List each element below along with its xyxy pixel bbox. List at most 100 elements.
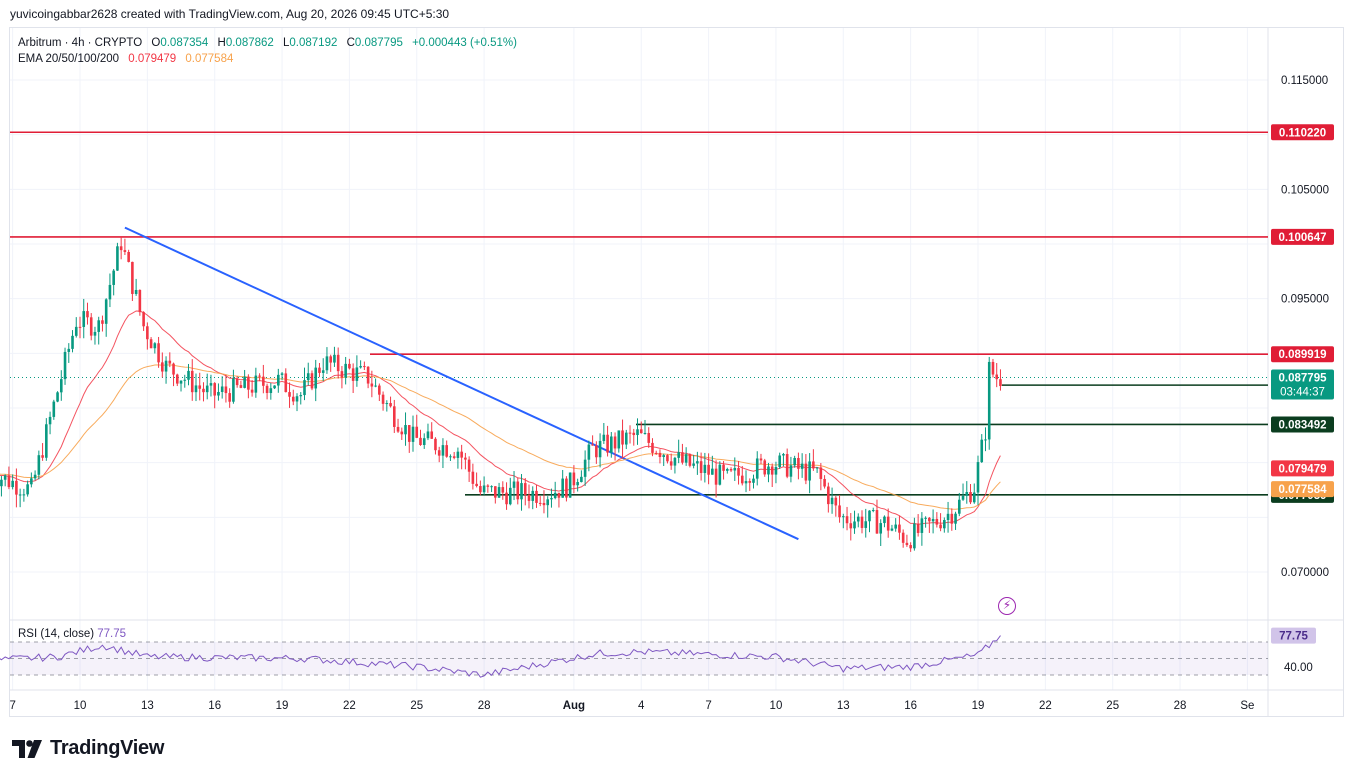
candle-body — [452, 456, 456, 458]
candle-body — [280, 373, 284, 375]
candle-body — [82, 311, 86, 327]
candle-body — [871, 510, 875, 512]
candle-body — [714, 468, 718, 485]
close-label: C — [346, 37, 355, 49]
candle-body — [744, 481, 748, 484]
candle-body — [138, 289, 142, 313]
candle-body — [995, 374, 999, 380]
candle-body — [284, 373, 288, 393]
candle-body — [277, 374, 280, 386]
candle-body — [33, 474, 37, 479]
candle-body — [815, 467, 819, 469]
candle-body — [628, 432, 632, 434]
candle-body — [78, 326, 82, 328]
candle-body — [475, 483, 478, 487]
rsi-label[interactable]: RSI (14, close) — [18, 628, 95, 640]
candle-body — [426, 431, 430, 439]
candle-body — [494, 486, 497, 498]
candle-body — [898, 524, 901, 533]
candle-body — [449, 456, 452, 458]
candle-body — [520, 483, 523, 500]
candle-body — [523, 483, 527, 495]
time-tick-label: 28 — [1174, 700, 1187, 712]
candle-body — [205, 385, 209, 393]
candle-body — [243, 376, 246, 388]
candle-body — [407, 425, 411, 442]
candle-body — [883, 516, 886, 524]
candle-body — [681, 452, 684, 463]
candle-body — [770, 466, 774, 475]
candle-body — [763, 460, 767, 475]
candle-body — [97, 320, 101, 332]
candle-body — [258, 375, 261, 377]
candle-body — [568, 472, 572, 498]
rsi-value-tag-bg — [1271, 627, 1316, 644]
ohlc-row: Arbitrum · 4h · CRYPTO O0.087354 H0.0878… — [18, 35, 517, 51]
candle-body — [460, 451, 463, 458]
time-tick-label: 19 — [276, 700, 289, 712]
grid — [10, 28, 1344, 717]
level-tag-0.083492-bg — [1271, 416, 1334, 433]
tradingview-logo-icon — [12, 739, 42, 758]
candle-body — [737, 468, 740, 476]
candle-body — [56, 392, 59, 402]
rsi-band — [10, 642, 1268, 675]
candle-body — [340, 371, 344, 378]
open-label: O — [151, 37, 161, 49]
candle-body — [928, 517, 931, 522]
candle-body — [321, 370, 325, 373]
candle-body — [610, 436, 613, 453]
candle-body — [224, 386, 228, 394]
time-tick-label: 4 — [638, 700, 645, 712]
close-value: 0.087795 — [354, 37, 403, 49]
candle-body — [819, 467, 823, 479]
candle-body — [617, 430, 621, 449]
time-tick-label: 16 — [208, 700, 221, 712]
candle-body — [26, 484, 29, 495]
time-tick-label: 22 — [1039, 700, 1052, 712]
candle-body — [239, 385, 243, 388]
candle-body — [288, 392, 291, 397]
candle-body — [59, 379, 63, 393]
candle-body — [134, 289, 138, 294]
candle-body — [175, 374, 179, 384]
candle-body — [677, 452, 680, 458]
candle-body — [920, 518, 924, 533]
candle-body — [430, 431, 434, 439]
candle-body — [894, 524, 897, 529]
level-tag-0.083492-text: 0.083492 — [1279, 419, 1327, 431]
price-tick-label: 0.095000 — [1281, 294, 1329, 306]
candle-body — [71, 335, 74, 349]
chart-frame — [9, 27, 1344, 717]
candle-body — [471, 471, 475, 484]
candle-body — [116, 246, 119, 271]
ema-label[interactable]: EMA 20/50/100/200 — [18, 53, 120, 65]
candle-body — [800, 463, 804, 469]
horizontal-levels — [10, 131, 1268, 496]
candle-body — [946, 513, 950, 521]
price-tag-0.077584-text: 0.077584 — [1279, 484, 1328, 496]
candle-body — [254, 375, 258, 393]
candle-body — [30, 478, 33, 485]
candle-body — [591, 444, 594, 446]
candle-body — [74, 326, 78, 336]
level-tag-0.110220-bg — [1271, 124, 1334, 141]
candle-body — [37, 455, 41, 475]
candle-body — [954, 513, 957, 524]
candle-body — [464, 457, 467, 460]
symbol-label[interactable]: Arbitrum · 4h · CRYPTO — [18, 37, 143, 49]
time-tick-label: 10 — [74, 700, 87, 712]
candle-body — [187, 370, 190, 380]
ema-20-value: 0.079479 — [128, 53, 177, 65]
candle-body — [583, 459, 587, 477]
candle-body — [411, 426, 415, 442]
lightning-alert-icon[interactable]: ⚡ — [998, 597, 1016, 615]
candle-body — [905, 542, 909, 546]
low-label: L — [283, 37, 290, 49]
candle-body — [262, 376, 265, 386]
candle-body — [344, 363, 347, 378]
candle-body — [778, 455, 781, 468]
candle-body — [63, 351, 67, 380]
candle-body — [235, 378, 239, 386]
